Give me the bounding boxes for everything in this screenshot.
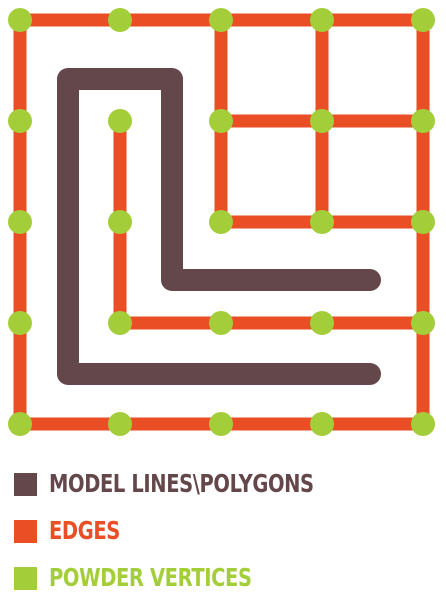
vertex-dot	[310, 311, 334, 335]
vertex-dot	[411, 311, 435, 335]
legend-item-vertices: POWDER VERTICES	[14, 565, 309, 591]
vertex-dot	[108, 210, 132, 234]
mesh-diagram	[8, 8, 435, 436]
vertex-dot	[108, 412, 132, 436]
vertex-dot	[108, 311, 132, 335]
vertex-dot	[209, 210, 233, 234]
vertex-dot	[8, 311, 32, 335]
vertex-dot	[411, 210, 435, 234]
vertex-dot	[411, 109, 435, 133]
vertex-dot	[8, 8, 32, 32]
vertex-dot	[8, 210, 32, 234]
vertex-dot	[310, 8, 334, 32]
vertex-dot	[411, 8, 435, 32]
edges-swatch	[14, 519, 37, 543]
model-polygon	[57, 68, 381, 385]
vertex-dot	[310, 210, 334, 234]
vertex-dot	[209, 8, 233, 32]
legend-item-edges: EDGES	[14, 518, 140, 544]
vertices-swatch	[14, 566, 37, 590]
vertex-dot	[310, 109, 334, 133]
legend-label-vertices: POWDER VERTICES	[49, 563, 252, 592]
vertex-dot	[209, 412, 233, 436]
vertex-dot	[411, 412, 435, 436]
vertex-dot	[310, 412, 334, 436]
vertex-dot	[108, 8, 132, 32]
vertex-dot	[8, 412, 32, 436]
legend-label-edges: EDGES	[49, 516, 120, 545]
vertex-dot	[8, 109, 32, 133]
legend-item-model: MODEL LINES\POLYGONS	[14, 471, 388, 497]
legend-label-model: MODEL LINES\POLYGONS	[49, 469, 314, 498]
vertex-dot	[209, 109, 233, 133]
model-swatch	[14, 472, 37, 496]
vertex-dot	[108, 109, 132, 133]
vertex-dot	[209, 311, 233, 335]
